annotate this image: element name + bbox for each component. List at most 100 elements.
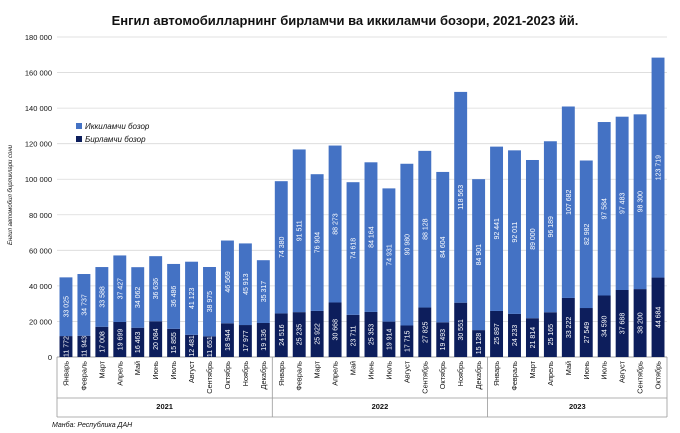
data-label-primary: 19 914	[386, 328, 393, 350]
data-labels: 11 772 33 025 11 943 34 737 17 008 33 588 19 6…	[63, 155, 662, 357]
category-label: Январь	[61, 361, 70, 386]
data-label-secondary: 91 511	[297, 220, 304, 241]
bar-primary	[418, 307, 432, 357]
data-label-primary: 25 235	[297, 324, 304, 346]
bar-secondary	[651, 57, 665, 278]
category-label: Июнь	[582, 361, 591, 380]
bar-primary	[490, 310, 504, 357]
bar-secondary	[238, 243, 252, 326]
data-label-secondary: 84 164	[368, 226, 375, 248]
bar-secondary	[364, 162, 378, 312]
bar-secondary	[95, 267, 109, 327]
bar-secondary	[77, 274, 91, 336]
bar-secondary	[328, 145, 342, 303]
bar-primary	[238, 325, 252, 357]
bar-primary	[328, 302, 342, 357]
data-label-secondary: 97 483	[620, 193, 627, 215]
category-label: Май	[349, 361, 358, 375]
bar-primary	[220, 323, 234, 357]
bar-secondary	[346, 182, 360, 315]
category-label: Февраль	[510, 361, 519, 391]
data-label-secondary: 36 486	[171, 286, 178, 308]
bar-secondary	[561, 106, 575, 298]
category-label: Октябрь	[438, 361, 447, 389]
legend: Иккиламчи бозор Бирламчи бозор	[76, 122, 150, 144]
data-label-primary: 30 668	[333, 319, 340, 341]
data-label-primary: 25 922	[315, 323, 322, 345]
bar-secondary	[543, 141, 557, 313]
data-label-secondary: 82 982	[584, 223, 591, 245]
data-label-secondary: 33 588	[99, 286, 106, 308]
bar-secondary	[185, 261, 199, 335]
data-label-secondary: 118 563	[458, 185, 465, 210]
data-label-primary: 21 814	[530, 327, 537, 349]
data-label-secondary: 34 737	[81, 294, 88, 316]
category-label: Январь	[277, 361, 286, 386]
y-tick-label: 120 000	[25, 140, 52, 149]
category-label: Сентябрь	[205, 361, 214, 394]
category-label: Ноябрь	[456, 361, 465, 387]
chart-title: Енгил автомобилларнинг бирламчи ва иккил…	[112, 13, 579, 28]
category-label: Май	[564, 361, 573, 375]
bar-secondary	[310, 174, 324, 311]
bar-secondary	[167, 263, 181, 329]
bar-primary	[185, 334, 199, 357]
bar-primary	[525, 318, 539, 357]
bar-primary	[579, 308, 593, 357]
data-label-secondary: 97 584	[602, 198, 609, 220]
data-label-secondary: 90 980	[404, 234, 411, 256]
data-label-primary: 44 684	[656, 306, 663, 328]
category-label: Август	[402, 360, 411, 383]
year-label: 2021	[156, 402, 173, 411]
data-label-secondary: 88 273	[333, 213, 340, 235]
bar-primary	[113, 321, 127, 357]
data-label-primary: 15 128	[476, 333, 483, 355]
bar-primary	[382, 321, 396, 357]
category-label: Декабрь	[474, 361, 483, 390]
data-label-secondary: 89 000	[530, 228, 537, 250]
data-label-primary: 23 711	[351, 325, 358, 346]
bar-primary	[59, 336, 73, 357]
data-label-primary: 19 493	[440, 329, 447, 351]
data-label-secondary: 37 427	[117, 278, 124, 300]
data-label-secondary: 98 300	[638, 191, 645, 213]
category-label: Июль	[384, 361, 393, 380]
data-label-secondary: 74 380	[279, 236, 286, 258]
category-label: Сентябрь	[420, 361, 429, 394]
data-label-primary: 38 200	[638, 312, 645, 334]
bar-secondary	[382, 188, 396, 322]
bar-secondary	[597, 122, 611, 296]
data-label-primary: 25 353	[368, 324, 375, 346]
bar-primary	[508, 313, 521, 357]
category-label: Апрель	[331, 361, 340, 386]
y-tick-label: 180 000	[25, 33, 52, 42]
legend-swatch-secondary	[76, 123, 82, 129]
year-label: 2022	[372, 402, 389, 411]
data-label-primary: 19 136	[261, 329, 268, 351]
data-label-primary: 15 855	[171, 332, 178, 354]
data-label-secondary: 46 569	[225, 271, 232, 293]
category-label: Сентябрь	[636, 361, 645, 394]
bar-secondary	[418, 150, 432, 308]
data-label-primary: 11 651	[207, 336, 214, 357]
data-label-primary: 19 699	[117, 329, 124, 351]
data-label-secondary: 123 719	[656, 155, 663, 180]
bar-primary	[400, 325, 414, 357]
bar-secondary	[400, 163, 414, 326]
data-label-secondary: 36 636	[153, 278, 160, 300]
bar-primary	[149, 321, 163, 357]
category-label: Март	[97, 360, 106, 378]
y-tick-label: 140 000	[25, 104, 52, 113]
data-label-primary: 18 944	[225, 329, 232, 351]
data-label-primary: 24 233	[512, 325, 519, 347]
year-groups: 2021 2022 2023	[56, 357, 668, 418]
data-label-secondary: 92 011	[512, 222, 519, 243]
data-label-secondary: 41 123	[189, 287, 196, 309]
category-labels: Январь Февраль Март Апрель Май Июнь Июль Август…	[61, 360, 662, 393]
category-label: Июнь	[151, 361, 160, 380]
data-label-secondary: 74 618	[351, 238, 358, 260]
data-label-secondary: 107 682	[566, 189, 573, 214]
data-label-primary: 25 897	[494, 323, 501, 345]
category-label: Апрель	[115, 361, 124, 386]
bar-primary	[131, 327, 145, 357]
